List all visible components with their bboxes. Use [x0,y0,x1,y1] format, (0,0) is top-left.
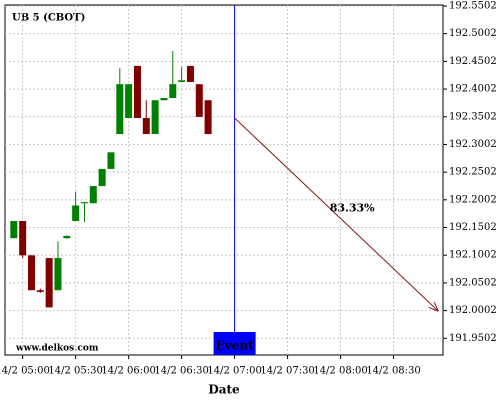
x-tick-label: 14/2 05:00 [0,366,50,377]
candle-body [186,65,194,82]
candle-body [195,84,203,117]
y-tick-label: 192.1002 [449,250,497,261]
y-tick-label: 192.3502 [449,111,497,122]
candle-body [133,65,141,118]
x-tick-label: 14/2 07:00 [207,366,261,377]
candle-body [63,235,71,239]
candle-body [80,202,88,204]
x-tick-label: 14/2 08:00 [313,366,367,377]
candle-body [19,220,27,256]
candle-body [45,258,53,308]
candle-body [160,98,168,101]
candle-body [72,205,80,221]
y-tick-label: 192.4002 [449,84,497,95]
candle-body [151,100,159,135]
candle-body [116,84,124,135]
candle-body [89,186,97,204]
y-tick-label: 192.2502 [449,167,497,178]
event-box [213,332,256,355]
candle-body [204,100,212,135]
chart-title: UB 5 (CBOT) [12,13,85,24]
y-tick-label: 192.0002 [449,305,497,316]
candle-body [98,168,106,187]
x-tick-label: 14/2 07:30 [260,366,314,377]
candle-body [169,84,177,99]
candle-body [10,220,18,239]
watermark: www.delkos.com [15,344,99,354]
candle-body [142,117,150,135]
candle-body [125,84,133,118]
x-tick-label: 14/2 05:30 [48,366,102,377]
event-label: Event [216,339,254,353]
y-tick-label: 192.1502 [449,222,497,233]
plot-area [4,4,444,356]
x-tick-label: 14/2 06:30 [154,366,208,377]
candle-body [107,152,115,169]
candle-body [178,80,186,82]
x-tick-label: 14/2 06:00 [101,366,155,377]
y-tick-label: 192.5002 [449,28,497,39]
forecast-arrow [234,117,438,311]
y-tick-label: 192.4502 [449,56,497,67]
y-tick-label: 191.9502 [449,333,497,344]
candle-body [36,290,44,292]
x-tick-label: 14/2 08:30 [366,366,420,377]
y-tick-label: 192.3002 [449,139,497,150]
forecast-label: 83.33% [330,201,375,214]
y-tick-label: 192.0502 [449,277,497,288]
candle-body [27,255,35,291]
y-tick-label: 192.2002 [449,194,497,205]
candle-body [54,258,62,291]
x-axis-label: Date [208,383,240,397]
y-tick-label: 192.5502 [449,0,497,11]
